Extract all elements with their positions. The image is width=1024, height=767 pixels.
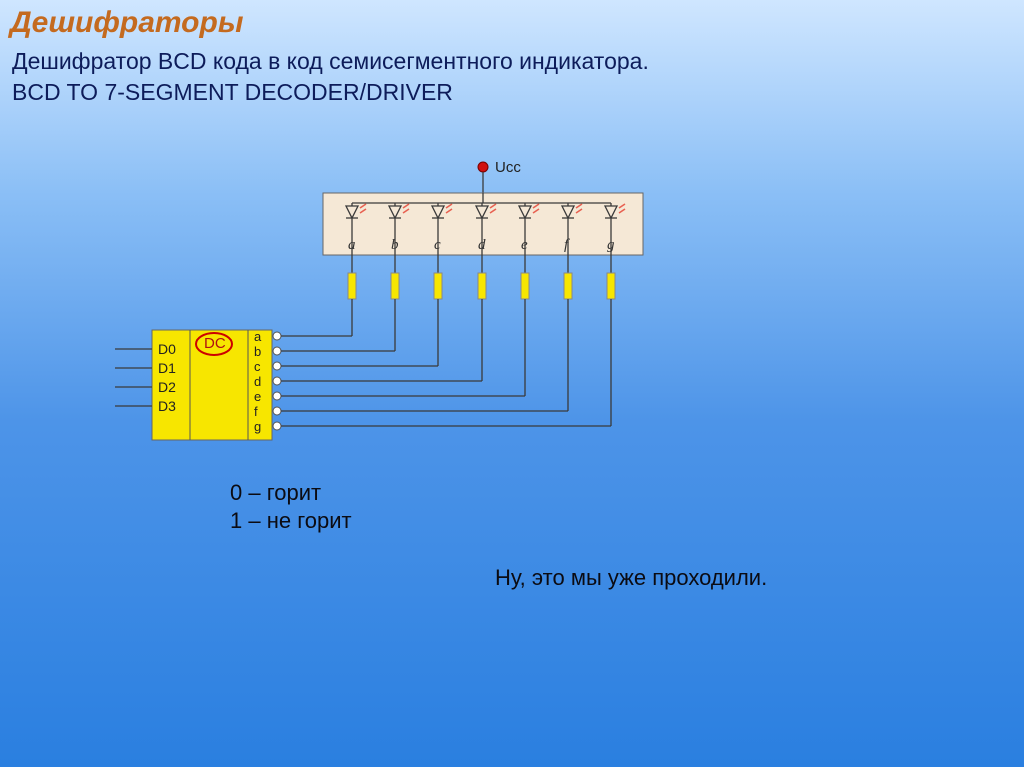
svg-text:e: e [254,389,261,404]
svg-text:b: b [391,237,399,253]
svg-text:D0: D0 [158,341,176,357]
svg-text:f: f [254,404,258,419]
legend-0: 0 – горит [230,480,321,506]
svg-text:b: b [254,344,261,359]
svg-text:DC: DC [204,335,226,352]
svg-text:d: d [478,237,486,253]
svg-text:D3: D3 [158,398,176,414]
svg-text:e: e [521,237,528,253]
svg-text:g: g [254,419,261,434]
svg-text:D1: D1 [158,360,176,376]
svg-text:g: g [607,237,615,253]
circuit-diagram: UccabcdefgDCD0D1D2D3abcdefg [0,0,1024,767]
svg-text:c: c [434,237,441,253]
svg-text:d: d [254,374,261,389]
svg-text:a: a [348,237,356,253]
svg-text:Ucc: Ucc [495,159,521,176]
svg-text:c: c [254,359,261,374]
svg-text:a: a [254,329,262,344]
legend-1: 1 – не горит [230,508,352,534]
comment-text: Ну, это мы уже проходили. [495,565,767,591]
svg-text:D2: D2 [158,379,176,395]
